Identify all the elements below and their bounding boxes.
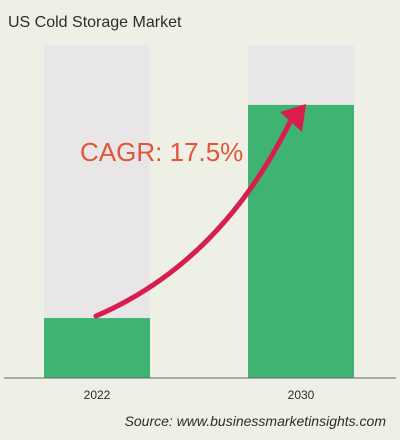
- cagr-arrow-shaft: [93, 115, 295, 319]
- chart-title: US Cold Storage Market: [8, 14, 182, 31]
- cagr-arrow-head: [280, 104, 306, 132]
- source-note: Source: www.businessmarketinsights.com: [124, 413, 386, 429]
- bars: [44, 104, 354, 378]
- cagr-annotation: CAGR: 17.5%: [80, 137, 243, 167]
- x-tick-label-2022: 2022: [84, 388, 111, 402]
- x-axis-ticks: 2022 2030: [84, 388, 315, 402]
- bar-2030: [248, 104, 354, 378]
- cagr-arrow: [93, 104, 306, 319]
- x-tick-label-2030: 2030: [288, 388, 315, 402]
- bar-2022: [44, 318, 150, 378]
